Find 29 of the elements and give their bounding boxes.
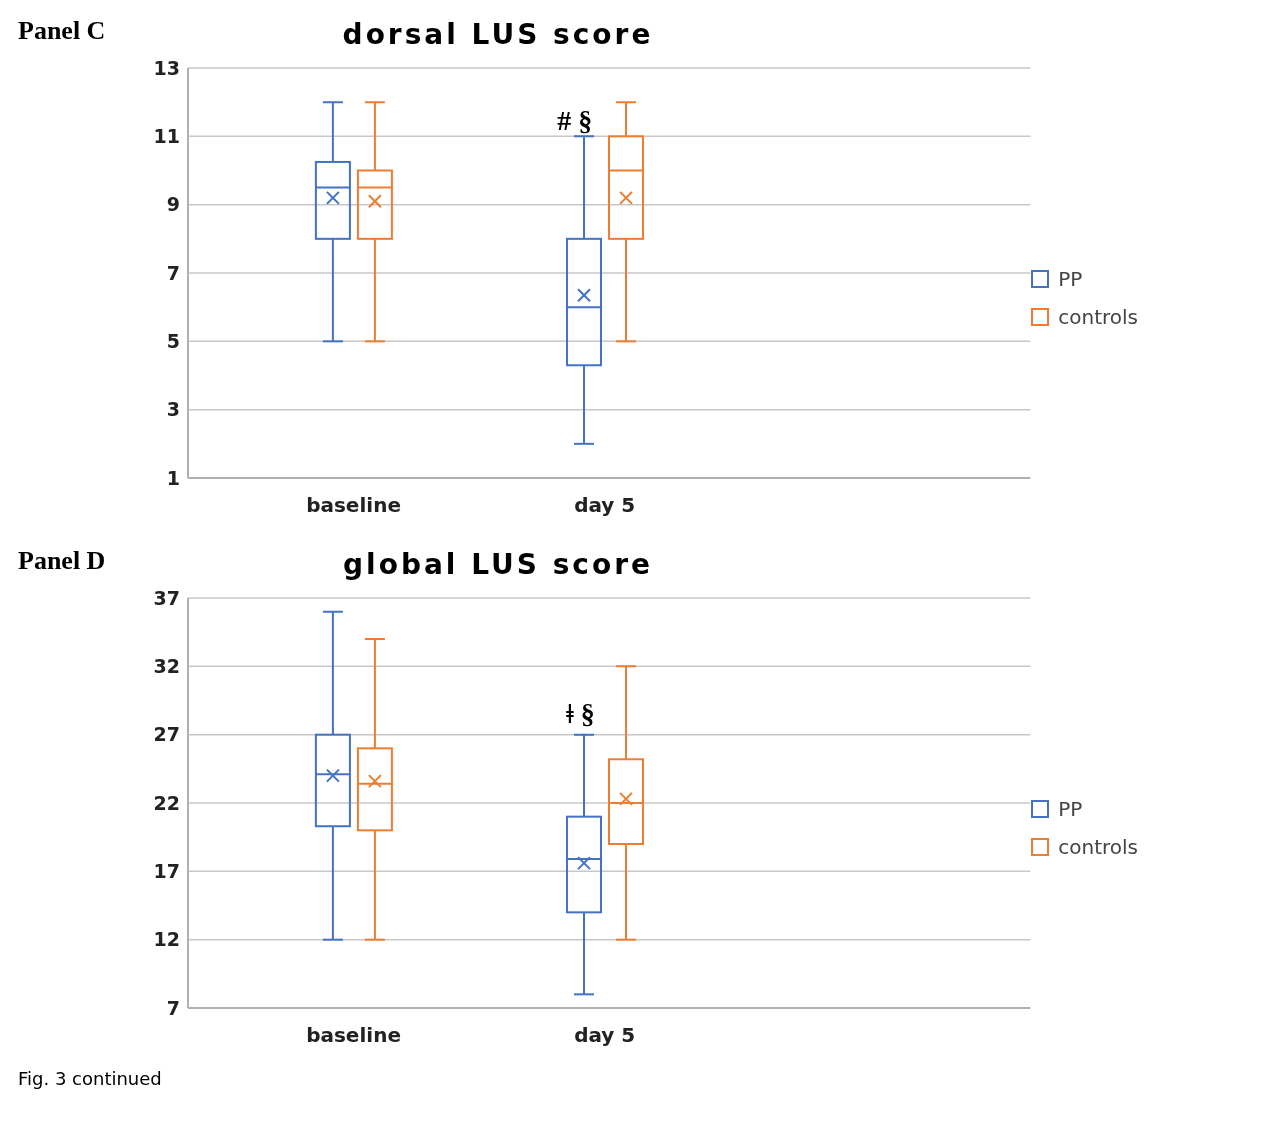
caption: Fig. 3 continued bbox=[18, 1068, 163, 1089]
x-tick-label: baseline bbox=[306, 1023, 401, 1048]
y-tick-label: 11 bbox=[153, 125, 180, 148]
legend-label: PP bbox=[1057, 797, 1084, 821]
y-tick-label: 7 bbox=[166, 261, 180, 284]
text: Panel C bbox=[18, 16, 106, 46]
y-tick-label: 22 bbox=[153, 791, 180, 814]
x-tick-label: baseline bbox=[306, 493, 401, 518]
annotation: ǂ § bbox=[566, 698, 595, 730]
legend-label: PP bbox=[1057, 267, 1084, 291]
x-tick-label: day 5 bbox=[574, 1023, 636, 1048]
chart-title: global LUS score bbox=[343, 548, 653, 581]
text: Panel D bbox=[18, 546, 106, 576]
y-tick-label: 13 bbox=[153, 56, 180, 79]
y-tick-label: 3 bbox=[166, 398, 180, 421]
legend-label: controls bbox=[1057, 305, 1138, 329]
annotation: # § bbox=[557, 105, 593, 137]
y-tick-label: 5 bbox=[166, 330, 180, 353]
y-tick-label: 9 bbox=[166, 193, 180, 216]
y-tick-label: 17 bbox=[153, 860, 180, 883]
y-tick-label: 27 bbox=[153, 723, 180, 746]
y-tick-label: 1 bbox=[166, 466, 180, 489]
y-tick-label: 32 bbox=[153, 655, 180, 678]
legend-label: controls bbox=[1057, 835, 1138, 859]
chart-title: dorsal LUS score bbox=[342, 18, 654, 51]
x-tick-label: day 5 bbox=[574, 493, 636, 518]
y-tick-label: 12 bbox=[153, 928, 180, 951]
y-tick-label: 7 bbox=[166, 996, 180, 1019]
y-tick-label: 37 bbox=[153, 586, 180, 609]
